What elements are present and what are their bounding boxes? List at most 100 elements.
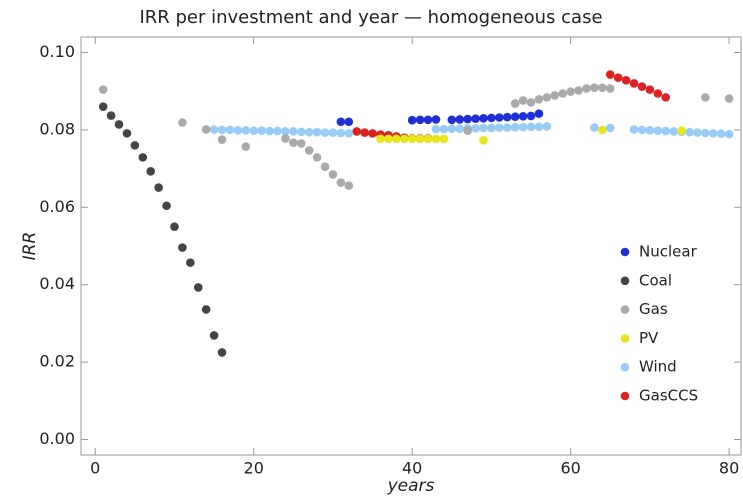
y-tick-label: 0.08	[39, 119, 75, 138]
x-tick-label: 60	[560, 459, 580, 478]
point	[178, 243, 187, 252]
point	[510, 122, 520, 132]
point	[98, 102, 108, 111]
point	[526, 98, 536, 107]
point	[708, 129, 718, 138]
point	[463, 114, 472, 124]
point	[502, 123, 512, 132]
point	[455, 115, 465, 124]
point	[613, 73, 623, 82]
legend-marker	[620, 276, 630, 286]
point	[558, 89, 568, 98]
point	[534, 122, 544, 132]
point	[249, 126, 259, 135]
legend-label: PV	[639, 329, 659, 347]
point	[138, 153, 148, 162]
point	[162, 201, 171, 211]
point	[423, 115, 433, 125]
point	[669, 127, 678, 136]
point	[296, 139, 306, 148]
point	[178, 118, 187, 127]
point	[447, 115, 457, 125]
point	[637, 82, 647, 91]
point	[384, 134, 393, 144]
point	[423, 134, 433, 144]
point	[605, 70, 615, 79]
point	[534, 109, 544, 118]
legend-label: Nuclear	[639, 243, 698, 261]
point	[186, 258, 195, 267]
point	[98, 85, 108, 94]
point	[241, 125, 251, 135]
point	[217, 135, 227, 144]
point	[463, 126, 472, 135]
point	[415, 134, 425, 144]
point	[605, 123, 615, 133]
point	[130, 141, 140, 150]
point	[193, 283, 203, 292]
point	[724, 129, 734, 139]
point	[677, 126, 686, 135]
legend-marker	[620, 305, 630, 314]
legend-marker	[620, 247, 630, 257]
point	[344, 181, 354, 190]
legend-marker	[620, 362, 630, 372]
point	[344, 129, 354, 138]
point	[170, 222, 179, 231]
point	[590, 83, 599, 93]
point	[487, 123, 496, 133]
point	[296, 127, 306, 137]
plot-frame	[80, 36, 742, 456]
point	[605, 84, 615, 93]
legend-label: Coal	[639, 271, 672, 289]
point	[693, 128, 702, 137]
point	[645, 125, 655, 135]
point	[526, 122, 536, 132]
point	[495, 113, 504, 122]
point	[566, 87, 575, 96]
point	[106, 111, 116, 120]
point	[257, 126, 266, 135]
y-tick-label: 0.00	[39, 429, 75, 448]
point	[685, 127, 694, 137]
point	[550, 91, 560, 100]
point	[439, 124, 449, 134]
point	[352, 127, 362, 136]
point	[201, 125, 211, 134]
point	[281, 134, 290, 143]
point	[701, 128, 710, 138]
point	[447, 124, 457, 134]
point	[431, 124, 441, 134]
point	[637, 125, 647, 135]
point	[645, 85, 655, 94]
point	[510, 112, 520, 122]
point	[217, 125, 227, 135]
point	[399, 134, 409, 144]
point	[471, 114, 480, 123]
point	[724, 94, 734, 103]
point	[582, 84, 591, 93]
point	[439, 134, 449, 144]
point	[407, 134, 417, 144]
point	[336, 117, 346, 127]
point	[376, 134, 385, 144]
point	[289, 138, 298, 147]
point	[122, 129, 132, 138]
legend-label: Wind	[639, 358, 677, 376]
point	[574, 86, 583, 95]
legend-marker	[620, 334, 630, 343]
point	[320, 162, 330, 171]
point	[431, 115, 441, 124]
point	[479, 136, 488, 145]
point	[281, 127, 290, 136]
legend-marker	[620, 391, 630, 401]
chart-title: IRR per investment and year — homogeneou…	[139, 7, 602, 28]
point	[598, 83, 607, 93]
point	[241, 142, 251, 151]
point	[629, 79, 639, 88]
point	[336, 178, 346, 187]
point	[312, 127, 322, 137]
point	[392, 134, 401, 144]
point	[289, 127, 298, 136]
point	[360, 128, 369, 137]
